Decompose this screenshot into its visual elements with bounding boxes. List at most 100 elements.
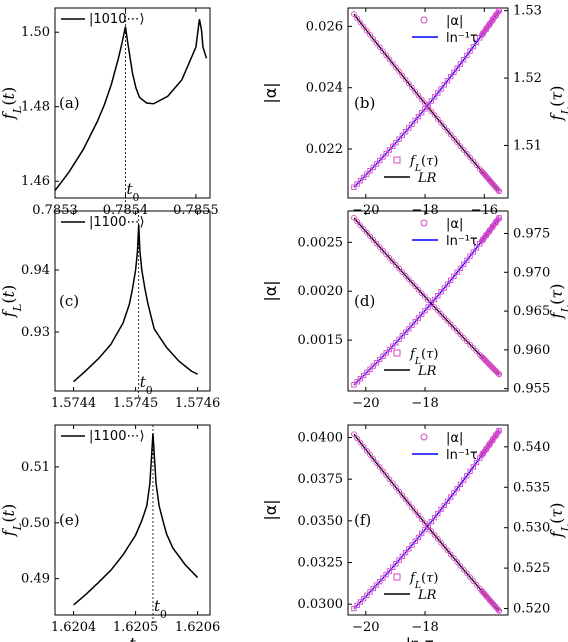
alpha-marker: [415, 512, 422, 519]
fL-marker: [428, 98, 435, 104]
alpha-marker-dense: [496, 188, 502, 195]
fL-marker: [470, 44, 476, 50]
fL-marker: [406, 326, 412, 332]
fL-marker: [377, 157, 383, 164]
fL-marker-dense: [495, 429, 501, 435]
y-tick-right-label: 0.520: [513, 602, 550, 617]
fL-marker: [409, 322, 415, 328]
x-tick-label: −18: [411, 396, 438, 411]
fL-marker: [428, 300, 435, 306]
fL-marker: [428, 518, 435, 525]
alpha-marker: [454, 328, 461, 334]
y-tick-label: 0.93: [21, 325, 50, 340]
panel-a: 0.7853 0.7854 0.78551.461.481.50t0|1010⋯⟩(…: [0, 7, 219, 218]
alpha-marker: [460, 334, 467, 341]
panel-label: (c): [59, 292, 79, 310]
plot-frame: [54, 7, 211, 199]
fL-marker: [383, 571, 389, 578]
fL-marker: [470, 464, 476, 470]
legend-lr-label: LR: [417, 171, 437, 186]
alpha-marker: [389, 60, 396, 67]
alpha-marker: [451, 135, 457, 142]
alpha-marker: [363, 229, 370, 236]
y-tick-right-label: 0.970: [513, 265, 550, 280]
alpha-marker: [383, 472, 390, 479]
fL-marker: [406, 125, 412, 131]
fL-marker: [380, 575, 386, 581]
alpha-marker: [457, 562, 464, 569]
x-axis-label: ln τ: [406, 635, 433, 642]
fL-marker: [396, 136, 402, 142]
fL-marker: [441, 285, 447, 291]
alpha-marker: [357, 19, 364, 26]
alpha-marker: [438, 120, 444, 126]
y-axis-right-label: fL(τ): [547, 284, 568, 320]
y-tick-right-label: 0.955: [513, 382, 550, 397]
legend-label: |1100⋯⟩: [89, 215, 145, 230]
y-tick-right-label: 0.535: [513, 480, 550, 495]
legend-invlog-label: ln⁻¹τ: [446, 234, 478, 249]
alpha-marker: [386, 254, 393, 261]
alpha-marker: [451, 555, 457, 561]
alpha-marker: [451, 324, 457, 331]
x-tick-label: −20: [352, 396, 379, 411]
fL-marker: [444, 78, 451, 84]
fL-marker: [454, 269, 460, 275]
panel-c: 1.5744 1.5745 1.5746 0.93 0.94 t0 |1100⋯⟩ (c) fL…: [0, 210, 221, 411]
alpha-marker: [363, 447, 370, 454]
fL-marker: [425, 304, 431, 310]
y-tick-label: 0.50: [21, 516, 50, 531]
fL-marker: [354, 181, 360, 187]
x-tick-label: 1.5745: [113, 396, 159, 411]
alpha-marker: [373, 240, 380, 247]
y-tick-right-label: 1.53: [513, 4, 542, 19]
fL-marker: [389, 564, 396, 571]
legend-label: |1010⋯⟩: [89, 12, 145, 27]
fL-marker: [457, 265, 464, 271]
fL-marker: [460, 57, 467, 63]
alpha-marker: [463, 338, 470, 345]
alpha-marker: [405, 276, 412, 283]
alpha-marker: [386, 476, 393, 483]
y-tick-label: 0.0400: [298, 431, 344, 446]
plot-frame: [54, 210, 211, 392]
legend-alpha-marker: [420, 16, 428, 24]
alpha-marker: [376, 464, 383, 470]
fL-marker: [412, 538, 418, 544]
alpha-marker: [354, 15, 361, 22]
fL-marker: [364, 369, 370, 376]
fL-marker: [415, 315, 422, 321]
alpha-marker: [370, 36, 377, 42]
fL-marker: [425, 522, 431, 529]
fL-marker: [425, 102, 431, 108]
fL-marker: [402, 329, 409, 336]
y-tick-label: 0.026: [306, 19, 343, 34]
fL-marker: [351, 605, 357, 612]
legend-lr-label: LR: [417, 364, 437, 379]
alpha-marker: [360, 443, 367, 450]
alpha-marker: [428, 108, 435, 115]
fL-marker: [431, 296, 438, 303]
alpha-marker: [402, 272, 409, 279]
legend-alpha-label: |α|: [446, 217, 463, 232]
alpha-marker: [441, 543, 448, 550]
x-tick-label: 1.5746: [175, 396, 221, 411]
alpha-marker: [444, 127, 451, 134]
fL-marker: [422, 106, 428, 112]
alpha-marker: [402, 76, 409, 83]
alpha-marker: [444, 318, 451, 324]
panel-label: (d): [354, 292, 375, 310]
fL-marker: [402, 129, 409, 135]
fL-marker: [357, 599, 364, 605]
fL-marker: [399, 132, 405, 139]
alpha-marker: [438, 311, 444, 317]
alpha-marker: [412, 88, 419, 95]
x-tick-label: 1.6205: [113, 620, 159, 635]
alpha-marker: [367, 233, 373, 240]
fL-marker: [396, 557, 402, 563]
fL-marker: [357, 376, 364, 382]
alpha-marker: [363, 27, 370, 34]
fL-marker: [396, 336, 402, 342]
fL-marker: [386, 346, 393, 353]
series-line: [73, 433, 199, 606]
